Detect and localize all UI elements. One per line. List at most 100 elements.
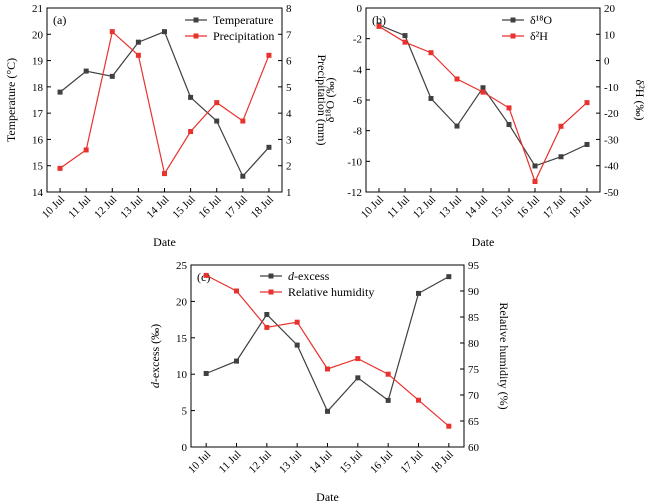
x-tick-label: 14 Jul (307, 449, 334, 476)
data-point (446, 274, 452, 280)
data-point (416, 290, 421, 296)
data-point (294, 342, 300, 348)
data-point (506, 122, 512, 128)
data-point (532, 163, 538, 169)
legend-italic-part: d (288, 269, 295, 283)
left-tick-label: 16 (32, 134, 44, 146)
x-tick-label: 15 Jul (170, 194, 197, 221)
right-tick-label: 10 (604, 29, 616, 41)
panel-label: (b) (372, 13, 386, 27)
x-tick-label: 18 Jul (249, 194, 276, 221)
left-tick-label: -2 (353, 34, 362, 46)
ylabel-rest-part: -excess (‰) (148, 324, 162, 382)
right-tick-label: 0 (604, 56, 610, 68)
right-tick-label: 65 (468, 416, 480, 428)
x-axis-label: Date (153, 235, 176, 249)
data-point (428, 95, 434, 101)
x-tick-label: 17 Jul (223, 194, 250, 221)
data-point (480, 85, 486, 91)
data-point (234, 288, 239, 294)
data-point (240, 118, 246, 124)
data-point (558, 154, 564, 160)
legend-label: d-excess (288, 269, 330, 283)
data-point (83, 147, 89, 153)
legend-label: Relative humidity (288, 285, 374, 299)
legend-label: δ¹⁸O (530, 13, 552, 27)
y-axis-left-label: Temperature (°C) (4, 58, 18, 142)
right-tick-label: 85 (468, 312, 480, 324)
right-tick-label: 60 (468, 442, 480, 454)
left-tick-label: -8 (353, 126, 363, 138)
series-line-0 (59, 30, 270, 178)
right-tick-label: 6 (286, 56, 292, 68)
y-axis-right-label: Precipitation (mm) (315, 55, 329, 146)
right-tick-label: 75 (468, 364, 480, 376)
series-line-1 (59, 30, 270, 176)
legend-rest-part: -excess (294, 269, 330, 283)
data-point (376, 23, 382, 29)
data-point (83, 68, 89, 74)
legend-label: Temperature (213, 13, 273, 27)
y-axis-right-label: Relative humidity (%) (497, 302, 511, 409)
data-point (135, 39, 141, 45)
right-tick-label: -30 (604, 134, 619, 146)
right-tick-label: 5 (286, 82, 292, 94)
x-tick-label: 11 Jul (217, 449, 244, 476)
data-point (385, 397, 391, 403)
data-point (446, 423, 452, 429)
right-tick-label: -10 (604, 82, 619, 94)
data-point (325, 366, 330, 372)
data-point (266, 52, 272, 58)
x-axis-label: Date (316, 490, 339, 504)
y-axis-left-label: δ¹⁸O (‰) (323, 77, 337, 122)
left-tick-label: 15 (32, 161, 44, 173)
x-tick-label: 15 Jul (489, 194, 516, 221)
x-tick-label: 16 Jul (197, 194, 224, 221)
data-point (214, 100, 220, 106)
data-point (266, 144, 272, 150)
right-tick-label: 7 (286, 29, 292, 41)
right-tick-label: -40 (604, 161, 619, 173)
x-tick-label: 18 Jul (567, 194, 594, 221)
data-point (325, 408, 330, 414)
data-point (188, 94, 194, 100)
x-tick-label: 13 Jul (118, 194, 145, 221)
x-tick-label: 13 Jul (277, 449, 304, 476)
left-tick-label: -12 (347, 187, 362, 199)
x-tick-label: 16 Jul (515, 194, 542, 221)
left-tick-label: 18 (32, 82, 44, 94)
x-tick-label: 12 Jul (92, 194, 119, 221)
x-tick-label: 18 Jul (429, 449, 456, 476)
x-tick-label: 16 Jul (368, 449, 395, 476)
panel-label: (a) (53, 13, 66, 27)
data-point (584, 141, 590, 147)
data-point (355, 356, 361, 362)
legend-swatch-marker (510, 33, 516, 39)
data-point (203, 370, 209, 376)
legend-swatch-marker (268, 289, 274, 295)
data-point (109, 73, 115, 79)
plot-frame (365, 7, 601, 193)
x-tick-label: 11 Jul (66, 194, 93, 221)
data-point (480, 89, 486, 95)
left-tick-label: 0 (357, 3, 363, 15)
left-tick-label: -4 (353, 64, 363, 76)
data-point (264, 324, 270, 330)
right-tick-label: 3 (286, 134, 292, 146)
data-point (416, 397, 421, 403)
right-tick-label: 8 (286, 3, 292, 15)
x-tick-label: 11 Jul (385, 194, 412, 221)
left-tick-label: 20 (32, 29, 44, 41)
data-point (355, 375, 361, 381)
x-tick-label: 10 Jul (40, 194, 67, 221)
x-tick-label: 13 Jul (437, 194, 464, 221)
x-tick-label: 12 Jul (411, 194, 438, 221)
data-point (57, 89, 63, 95)
data-point (385, 371, 391, 377)
data-point (294, 319, 300, 325)
left-tick-label: 17 (32, 108, 44, 120)
right-tick-label: 80 (468, 338, 480, 350)
chart-panel-c: 0 5 10 15 20 25 60 65 70 75 80 85 90 95 10 Jul 11 Jul 12… (148, 260, 511, 504)
